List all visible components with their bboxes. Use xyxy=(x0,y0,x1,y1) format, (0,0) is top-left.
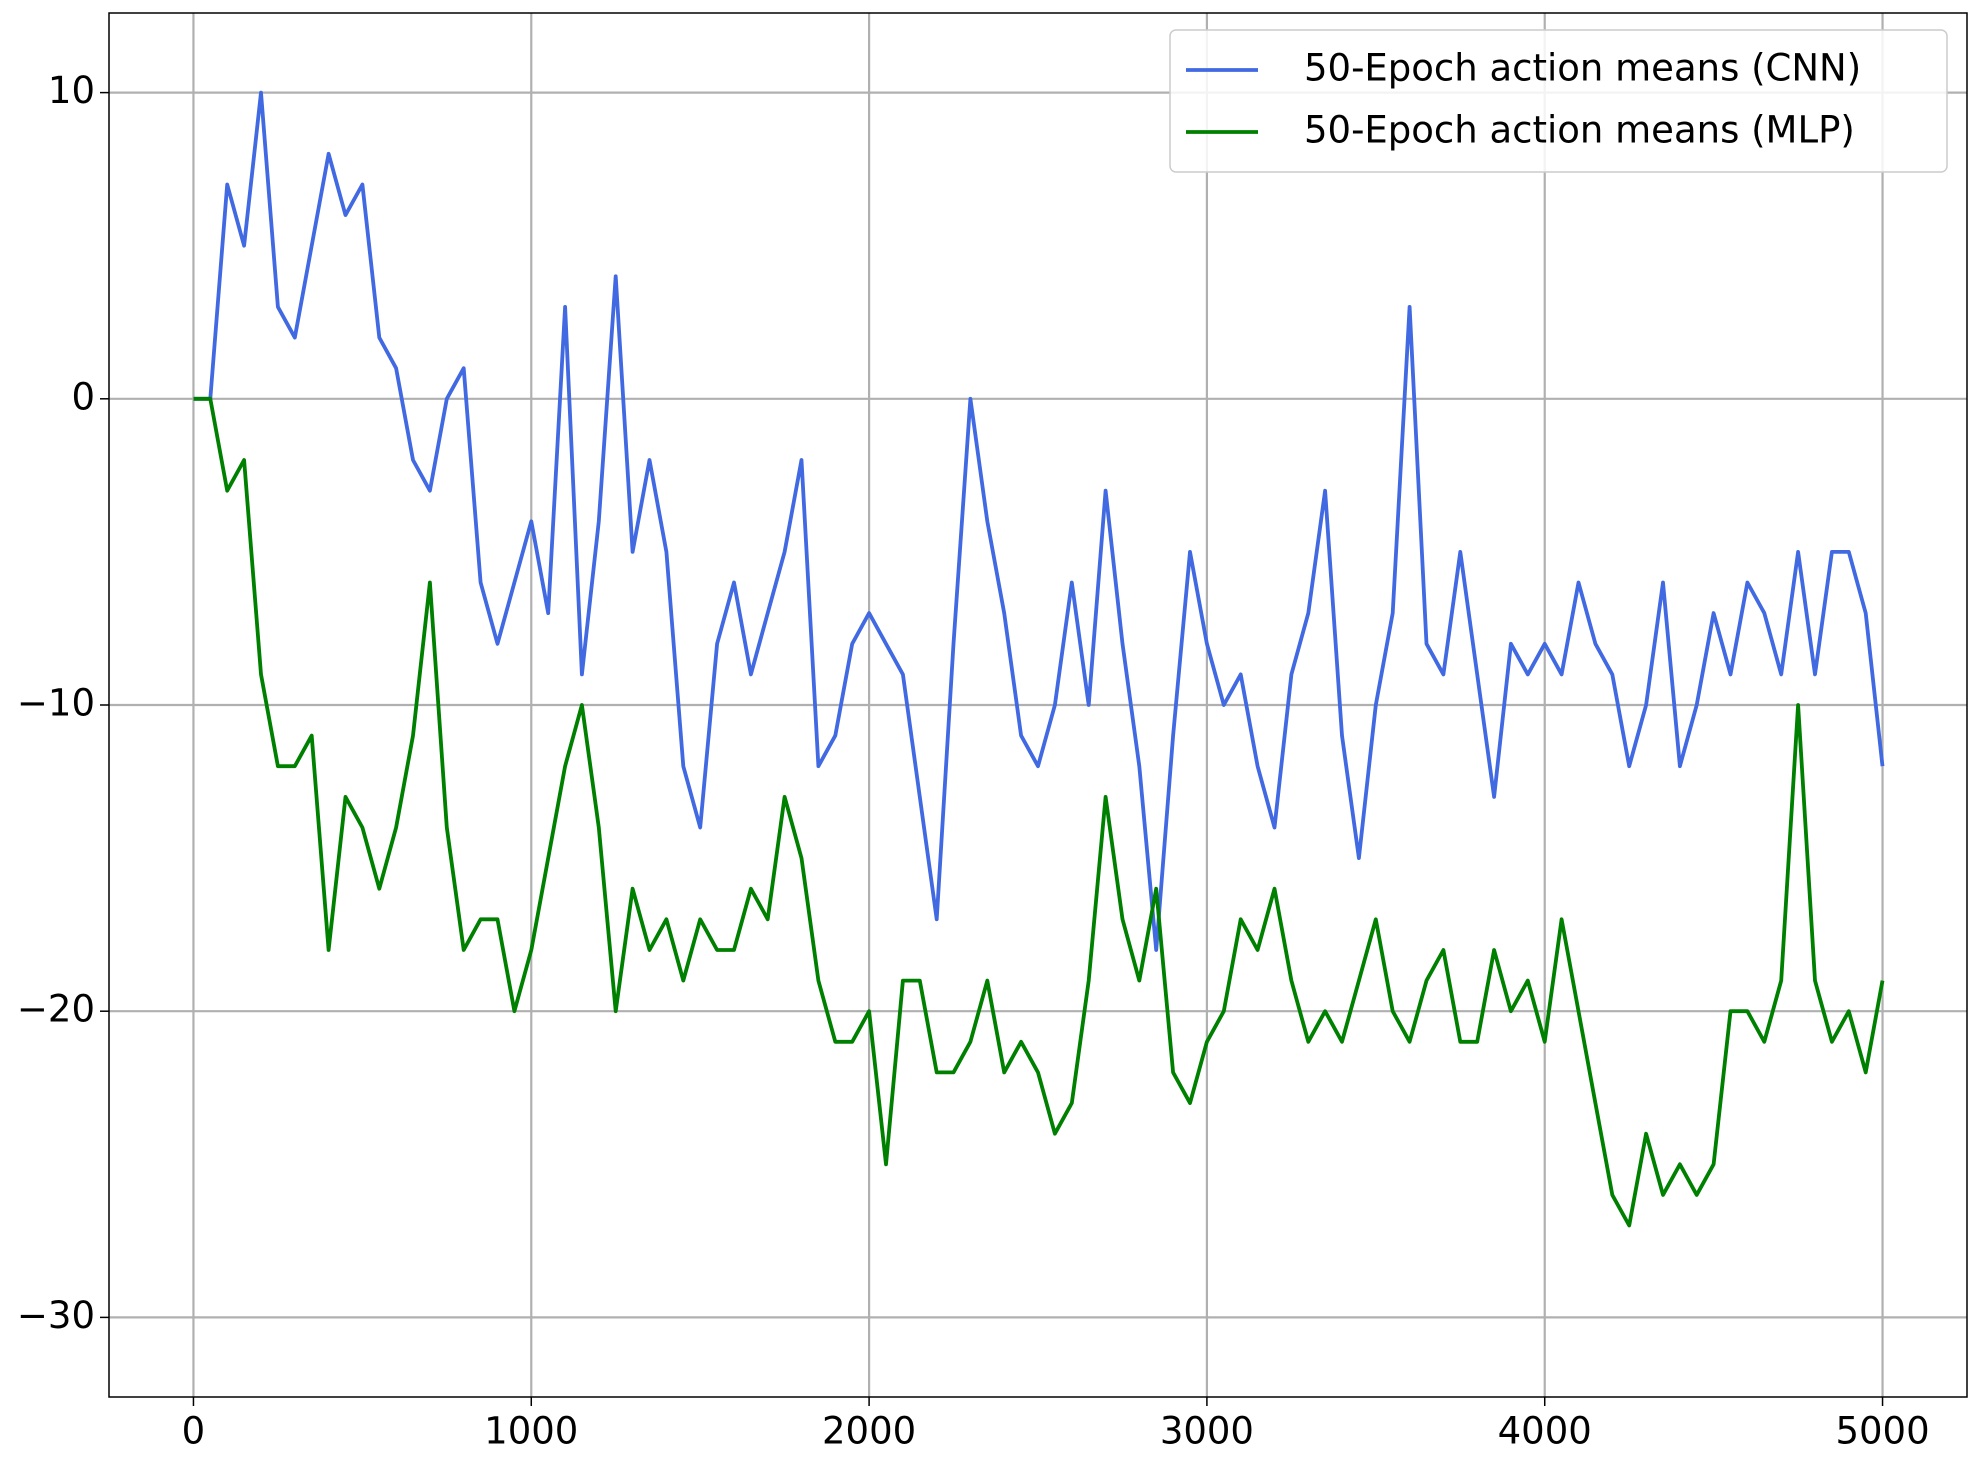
y-tick-label: 10 xyxy=(48,69,95,112)
x-tick-label: 2000 xyxy=(822,1410,916,1453)
plot-frame xyxy=(108,12,1968,1398)
legend: 50-Epoch action means (CNN) 50-Epoch acti… xyxy=(1169,29,1948,173)
x-tick-label: 1000 xyxy=(484,1410,578,1453)
line-series xyxy=(193,90,1885,952)
y-tick-label: −20 xyxy=(17,988,95,1031)
x-tick-label: 5000 xyxy=(1835,1410,1929,1453)
legend-box xyxy=(1169,29,1948,173)
x-tick-label: 0 xyxy=(182,1410,206,1453)
x-tick-label: 3000 xyxy=(1160,1410,1254,1453)
line-series xyxy=(193,396,1885,1228)
x-tick-label: 4000 xyxy=(1498,1410,1592,1453)
y-tick-label: −30 xyxy=(17,1294,95,1337)
y-tick-label: −10 xyxy=(17,682,95,725)
y-tick-label: 0 xyxy=(71,375,95,418)
legend-label: 50-Epoch action means (CNN) xyxy=(1304,47,1861,90)
legend-label: 50-Epoch action means (MLP) xyxy=(1304,109,1855,152)
